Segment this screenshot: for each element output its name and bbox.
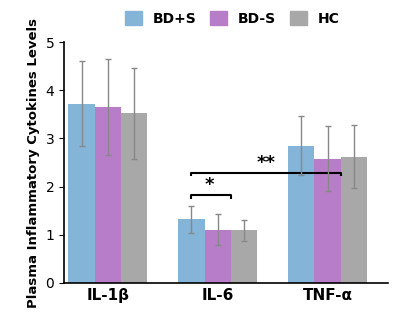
- Bar: [178, 219, 204, 283]
- Bar: [231, 230, 257, 283]
- Bar: [314, 159, 341, 283]
- Bar: [204, 230, 231, 283]
- Bar: [68, 104, 95, 283]
- Legend: BD+S, BD-S, HC: BD+S, BD-S, HC: [120, 6, 346, 32]
- Text: *: *: [204, 176, 214, 194]
- Text: **: **: [256, 154, 276, 172]
- Bar: [288, 146, 314, 283]
- Bar: [95, 107, 121, 283]
- Bar: [341, 157, 367, 283]
- Bar: [121, 113, 148, 283]
- Y-axis label: Plasma Inflammatory Cytokines Levels: Plasma Inflammatory Cytokines Levels: [27, 18, 40, 307]
